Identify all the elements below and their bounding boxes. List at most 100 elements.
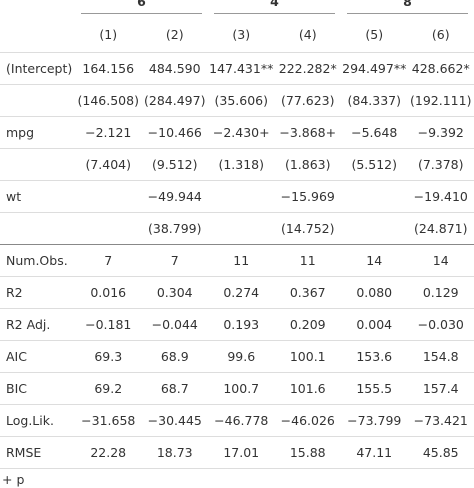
row-label: BIC: [0, 372, 75, 405]
cell: 164.156: [75, 52, 142, 85]
cell: 68.9: [141, 340, 208, 373]
row-label: R2: [0, 276, 75, 309]
cell: 0.016: [75, 276, 142, 309]
group-header: 4: [208, 0, 341, 17]
cell: 428.662*: [407, 52, 474, 85]
cell: −46.778: [208, 404, 275, 437]
cell: 100.1: [274, 340, 341, 373]
cell: −3.868+: [274, 116, 341, 149]
cell: 101.6: [274, 372, 341, 405]
table-row: (Intercept) 164.156 484.590 147.431** 222.28…: [0, 52, 474, 85]
cell: (14.752): [274, 212, 341, 245]
cell: (84.337): [341, 84, 408, 117]
row-label: mpg: [0, 116, 75, 149]
row-label: [0, 84, 75, 117]
column-header-row: (1) (2) (3) (4) (5) (6): [0, 17, 474, 53]
column-header: (5): [341, 17, 408, 53]
cell: 99.6: [208, 340, 275, 373]
cell: −19.410: [407, 180, 474, 213]
cell: −49.944: [141, 180, 208, 213]
cell: −30.445: [141, 404, 208, 437]
table-row: R2 0.016 0.304 0.274 0.367 0.080 0.129: [0, 276, 474, 309]
cell: (77.623): [274, 84, 341, 117]
table-row: Num.Obs. 7 7 11 11 14 14: [0, 244, 474, 277]
cell: 0.080: [341, 276, 408, 309]
cell: [208, 180, 275, 213]
cell: (1.318): [208, 148, 275, 181]
row-label: (Intercept): [0, 52, 75, 85]
cell: 45.85: [407, 436, 474, 469]
column-header: (4): [274, 17, 341, 53]
table-body: (Intercept) 164.156 484.590 147.431** 222.28…: [0, 52, 474, 469]
cell: 484.590: [141, 52, 208, 85]
cell: (146.508): [75, 84, 142, 117]
cell: 100.7: [208, 372, 275, 405]
group-label: 8: [347, 0, 468, 14]
row-label: Num.Obs.: [0, 244, 75, 277]
cell: −10.466: [141, 116, 208, 149]
cell: (7.378): [407, 148, 474, 181]
table-row: (146.508) (284.497) (35.606) (77.623) (84.33…: [0, 84, 474, 117]
row-label: R2 Adj.: [0, 308, 75, 341]
table-row: (7.404) (9.512) (1.318) (1.863) (5.512) (7.37…: [0, 148, 474, 181]
cell: (7.404): [75, 148, 142, 181]
cell: (35.606): [208, 84, 275, 117]
cell: (1.863): [274, 148, 341, 181]
row-label: RMSE: [0, 436, 75, 469]
table-row: R2 Adj. −0.181 −0.044 0.193 0.209 0.004 −0.030: [0, 308, 474, 341]
cell: (38.799): [141, 212, 208, 245]
cell: 14: [341, 244, 408, 277]
column-header: (6): [407, 17, 474, 53]
cell: 14: [407, 244, 474, 277]
cell: 0.193: [208, 308, 275, 341]
cell: 0.367: [274, 276, 341, 309]
cell: 294.497**: [341, 52, 408, 85]
cell: 0.129: [407, 276, 474, 309]
cell: 222.282*: [274, 52, 341, 85]
cell: 68.7: [141, 372, 208, 405]
cell: −2.430+: [208, 116, 275, 149]
row-label: Log.Lik.: [0, 404, 75, 437]
table-row: mpg −2.121 −10.466 −2.430+ −3.868+ −5.648 −9.3…: [0, 116, 474, 149]
cell: −9.392: [407, 116, 474, 149]
cell: 0.004: [341, 308, 408, 341]
cell: [341, 212, 408, 245]
cell: 0.209: [274, 308, 341, 341]
cell: (24.871): [407, 212, 474, 245]
cell: 11: [208, 244, 275, 277]
group-header: 8: [341, 0, 474, 17]
cell: −0.044: [141, 308, 208, 341]
cell: 147.431**: [208, 52, 275, 85]
cell: −0.030: [407, 308, 474, 341]
cell: (9.512): [141, 148, 208, 181]
cell: (192.111): [407, 84, 474, 117]
cell: −46.026: [274, 404, 341, 437]
cell: 17.01: [208, 436, 275, 469]
cell: (5.512): [341, 148, 408, 181]
cell: 153.6: [341, 340, 408, 373]
cell: 157.4: [407, 372, 474, 405]
cell: [75, 212, 142, 245]
group-label: 4: [214, 0, 335, 14]
row-label: [0, 148, 75, 181]
table-row: RMSE 22.28 18.73 17.01 15.88 47.11 45.85: [0, 436, 474, 469]
column-header: (2): [141, 17, 208, 53]
footnote: + p: [2, 472, 25, 487]
cell: 47.11: [341, 436, 408, 469]
cell: 7: [141, 244, 208, 277]
cell: −31.658: [75, 404, 142, 437]
cell: −73.421: [407, 404, 474, 437]
cell: 69.2: [75, 372, 142, 405]
table-row: wt −49.944 −15.969 −19.410: [0, 180, 474, 213]
cell: 22.28: [75, 436, 142, 469]
cell: 11: [274, 244, 341, 277]
column-header: (1): [75, 17, 142, 53]
cell: −0.181: [75, 308, 142, 341]
cell: [75, 180, 142, 213]
table-row: BIC 69.2 68.7 100.7 101.6 155.5 157.4: [0, 372, 474, 405]
cell: [341, 180, 408, 213]
cell: 0.304: [141, 276, 208, 309]
